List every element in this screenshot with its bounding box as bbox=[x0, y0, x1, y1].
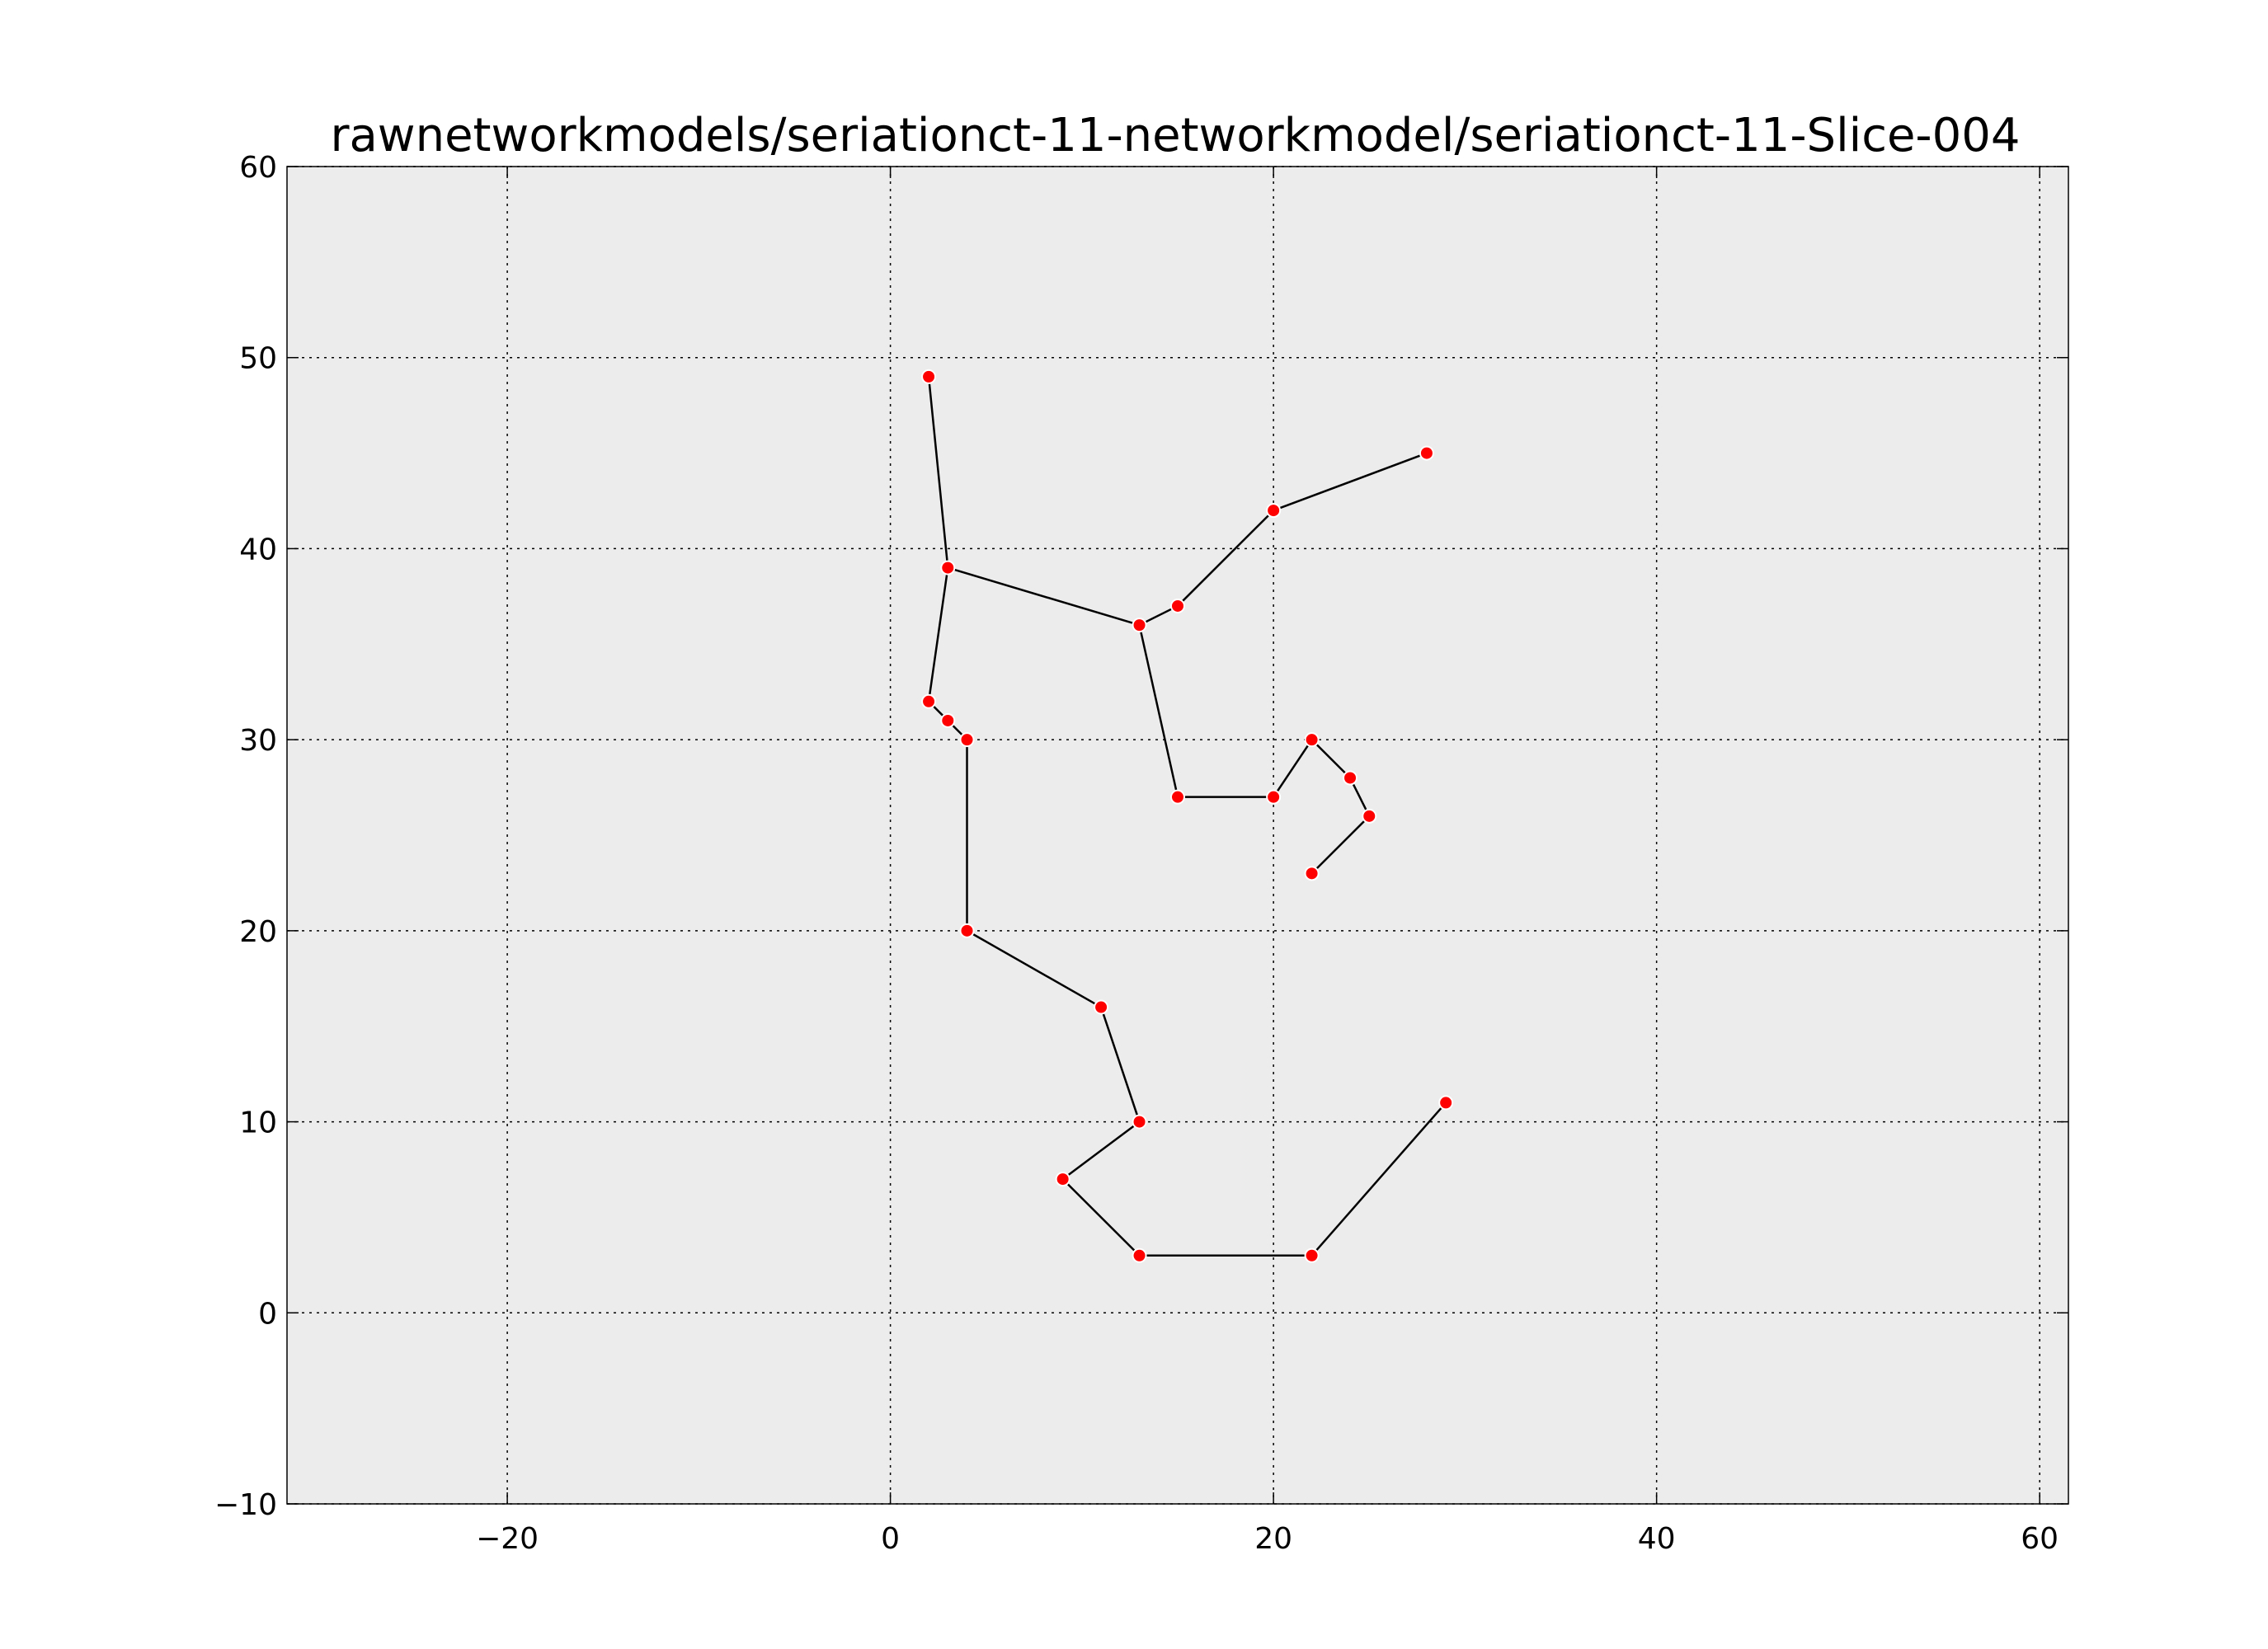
network-edge bbox=[1177, 510, 1275, 607]
network-edge bbox=[966, 929, 1102, 1008]
network-node bbox=[940, 560, 956, 576]
network-node bbox=[1170, 789, 1185, 805]
network-edge bbox=[1310, 1102, 1447, 1257]
network-edge bbox=[1310, 815, 1371, 875]
network-edge bbox=[927, 376, 949, 568]
edge-layer bbox=[927, 376, 1447, 1257]
network-node bbox=[1055, 1172, 1070, 1187]
x-tick-label: 40 bbox=[1638, 1522, 1676, 1556]
network-edge bbox=[1061, 1178, 1141, 1257]
network-node bbox=[1132, 1247, 1147, 1263]
chart-title: rawnetworkmodels/seriationct-11-networkm… bbox=[330, 109, 2020, 162]
network-node bbox=[1094, 999, 1109, 1015]
plot-background bbox=[287, 167, 2068, 1504]
network-node bbox=[1362, 808, 1377, 824]
network-edge bbox=[1138, 624, 1179, 797]
y-tick-label: 50 bbox=[239, 342, 277, 376]
network-node bbox=[1266, 503, 1282, 519]
y-tick-label: 30 bbox=[239, 724, 277, 758]
y-tick-label: 10 bbox=[239, 1106, 277, 1140]
x-tick-label: −20 bbox=[476, 1522, 539, 1556]
network-edge bbox=[1273, 739, 1313, 798]
y-tick-label: 40 bbox=[239, 533, 277, 566]
network-edge bbox=[927, 567, 949, 702]
network-node bbox=[921, 369, 937, 384]
network-edge bbox=[1099, 1007, 1141, 1122]
network-node bbox=[1266, 789, 1282, 805]
y-tick-label: 0 bbox=[258, 1297, 277, 1331]
network-edge bbox=[1310, 739, 1351, 779]
network-edge bbox=[1061, 1120, 1141, 1181]
axis-ticks: −20 0 20 40 60 −10 0 10 20 30 40 50 60 bbox=[214, 151, 2068, 1556]
network-node bbox=[921, 693, 937, 709]
network-node bbox=[1304, 866, 1320, 881]
network-node bbox=[1343, 770, 1358, 786]
node-layer bbox=[921, 369, 1454, 1263]
network-edge bbox=[947, 566, 1140, 627]
network-node bbox=[1170, 598, 1185, 613]
network-node bbox=[959, 732, 975, 748]
network-node bbox=[1304, 1247, 1320, 1263]
y-tick-label: 60 bbox=[239, 151, 277, 185]
network-node bbox=[940, 712, 956, 728]
y-tick-label: −10 bbox=[214, 1488, 277, 1522]
network-node bbox=[1304, 732, 1320, 748]
network-edge bbox=[1273, 452, 1428, 512]
x-tick-label: 60 bbox=[2021, 1522, 2059, 1556]
network-node bbox=[1419, 445, 1434, 461]
y-tick-label: 20 bbox=[239, 915, 277, 949]
x-tick-label: 20 bbox=[1254, 1522, 1292, 1556]
network-node bbox=[1132, 618, 1147, 633]
network-node bbox=[1132, 1114, 1147, 1130]
x-tick-label: 0 bbox=[881, 1522, 900, 1556]
network-node bbox=[959, 923, 975, 938]
network-node bbox=[1438, 1095, 1454, 1111]
plot-frame bbox=[286, 166, 2069, 1505]
